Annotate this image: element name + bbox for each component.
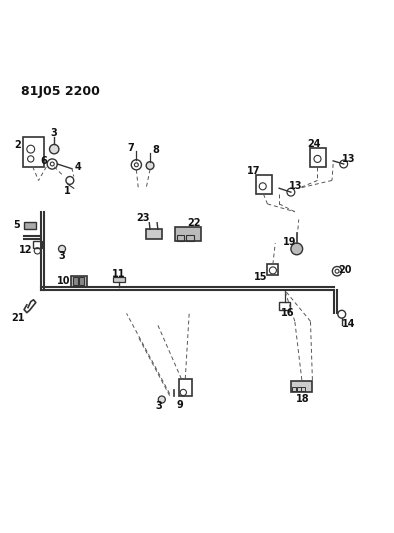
Bar: [33, 241, 43, 248]
Text: 10: 10: [57, 276, 71, 286]
Text: 6: 6: [40, 156, 47, 166]
Bar: [292, 386, 296, 391]
Bar: [291, 381, 312, 392]
Text: 4: 4: [75, 162, 82, 172]
Bar: [146, 229, 162, 239]
Bar: [256, 175, 272, 194]
Bar: [279, 303, 290, 310]
Bar: [23, 138, 45, 167]
Text: 16: 16: [281, 308, 294, 318]
Text: 15: 15: [254, 272, 267, 282]
Bar: [310, 148, 326, 167]
Text: 3: 3: [156, 401, 162, 411]
Bar: [73, 278, 78, 285]
Text: 18: 18: [296, 394, 309, 403]
Bar: [79, 278, 84, 285]
Text: 22: 22: [187, 217, 201, 228]
Text: 81J05 2200: 81J05 2200: [21, 85, 100, 98]
Text: 24: 24: [308, 139, 321, 149]
Text: 11: 11: [112, 269, 126, 279]
Circle shape: [50, 144, 59, 154]
Bar: [177, 235, 184, 241]
Circle shape: [58, 245, 65, 253]
Bar: [24, 222, 36, 229]
Text: 13: 13: [289, 181, 303, 191]
Text: 17: 17: [247, 166, 260, 176]
Text: 21: 21: [11, 313, 24, 323]
Text: 2: 2: [15, 140, 21, 150]
Text: 14: 14: [342, 319, 355, 329]
Text: 9: 9: [177, 400, 183, 409]
Text: 7: 7: [127, 143, 134, 154]
Text: 8: 8: [152, 145, 159, 155]
Circle shape: [158, 396, 165, 403]
Bar: [175, 228, 201, 241]
Text: 19: 19: [283, 237, 297, 247]
Bar: [113, 277, 125, 282]
Bar: [301, 386, 305, 391]
Bar: [268, 264, 279, 275]
Circle shape: [146, 161, 154, 169]
Text: 1: 1: [64, 187, 71, 196]
Text: 3: 3: [51, 128, 58, 139]
Bar: [179, 379, 192, 397]
Text: 12: 12: [19, 245, 32, 255]
Text: 5: 5: [14, 220, 20, 230]
Bar: [186, 235, 194, 241]
Bar: [71, 276, 87, 287]
Text: 20: 20: [338, 265, 351, 276]
Text: 13: 13: [342, 154, 356, 164]
Circle shape: [291, 243, 303, 255]
Text: 23: 23: [136, 213, 150, 223]
Text: 3: 3: [59, 251, 65, 261]
Bar: [297, 386, 301, 391]
